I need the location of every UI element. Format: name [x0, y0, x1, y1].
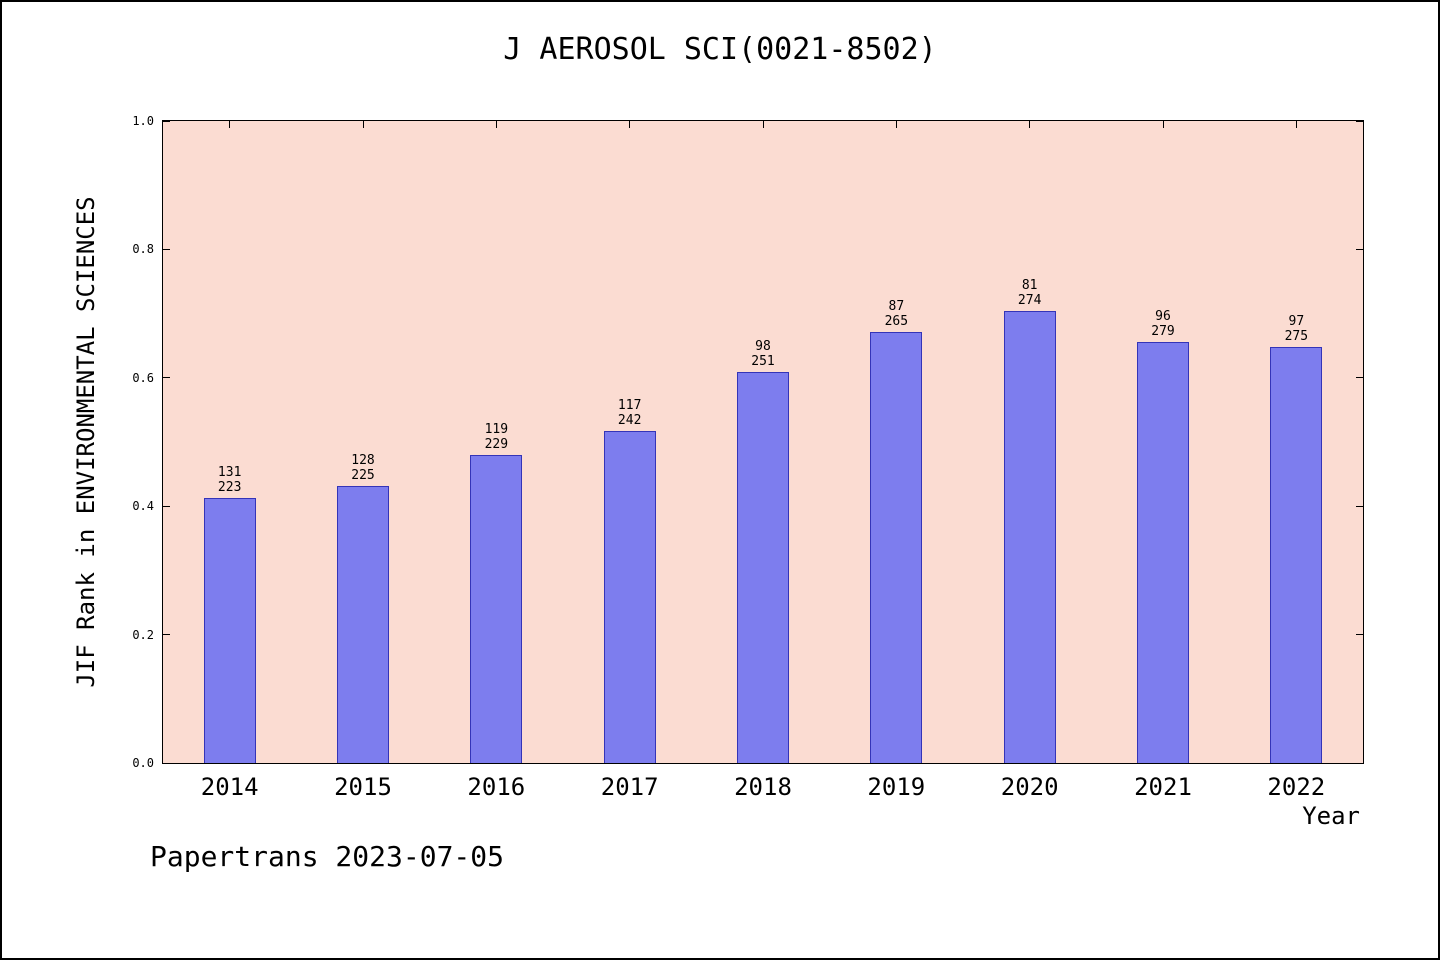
- bar-label: 98 251: [751, 339, 774, 369]
- bar-total-value: 229: [484, 436, 509, 452]
- bar-label: 119 229: [485, 422, 508, 452]
- x-tick-label: 2020: [1000, 773, 1059, 801]
- x-tick-mark: [1295, 121, 1297, 128]
- x-tick-label: 2014: [200, 773, 259, 801]
- bar-total-value: 265: [884, 313, 909, 329]
- x-tick-label: 2019: [867, 773, 926, 801]
- bar-label: 97 275: [1285, 314, 1308, 344]
- x-tick-label: 2016: [467, 773, 526, 801]
- bar-label: 117 242: [618, 398, 641, 428]
- bar-rank-value: 117: [617, 398, 642, 414]
- bar-total-value: 223: [217, 480, 242, 496]
- y-tick-label: 0.0: [132, 756, 154, 770]
- bar-rank-value: 97: [1288, 314, 1305, 330]
- x-tick-mark: [1029, 121, 1031, 128]
- bar-rank-value: 128: [351, 453, 375, 469]
- x-tick-mark: [762, 121, 764, 128]
- y-tick-label: 1.0: [132, 114, 154, 128]
- x-tick-label: 2017: [600, 773, 659, 801]
- y-tick-mark: [163, 762, 170, 764]
- bar-total-value: 251: [751, 353, 775, 369]
- y-tick-mark: [163, 248, 170, 250]
- y-tick-label: 0.6: [132, 370, 154, 385]
- x-tick-label: 2022: [1267, 773, 1326, 801]
- x-tick-mark: [1162, 121, 1164, 128]
- bar-label: 81 274: [1018, 278, 1041, 308]
- bar-label: 128 225: [351, 453, 374, 483]
- y-tick-mark: [1356, 505, 1363, 507]
- bar-2014: [203, 498, 256, 763]
- x-tick-label: 2021: [1134, 773, 1192, 801]
- bar-total-value: 279: [1151, 323, 1175, 339]
- bar-rank-value: 119: [484, 421, 509, 437]
- plot-area: 0.0 0.2 0.4 0.6 0.8 1.0 2014 131 223 2015 128 225 20…: [132, 114, 1364, 801]
- bar-2019: [870, 331, 923, 763]
- x-tick-mark: [629, 121, 631, 128]
- chart-title: J AEROSOL SCI(0021-8502): [503, 32, 937, 67]
- x-tick-mark: [362, 121, 364, 128]
- bar-2021: [1137, 341, 1189, 763]
- bar-rank-value: 87: [888, 298, 905, 314]
- bar-label: 87 265: [885, 299, 908, 329]
- bar-total-value: 242: [617, 413, 642, 429]
- y-axis-label: JIF Rank in ENVIRONMENTAL SCIENCES: [72, 196, 100, 688]
- bar-label: 96 279: [1151, 309, 1174, 339]
- bar-rank-value: 131: [217, 465, 242, 481]
- y-tick-mark: [163, 634, 170, 636]
- bar-total-value: 225: [351, 468, 375, 484]
- bar-2022: [1270, 347, 1323, 763]
- bar-2017: [603, 431, 656, 763]
- bar-2015: [337, 486, 389, 763]
- bar-rank-value: 98: [755, 338, 771, 354]
- x-axis-label: Year: [1302, 802, 1360, 830]
- x-tick-mark: [229, 121, 231, 128]
- bar-2016: [470, 454, 523, 763]
- y-tick-mark: [1356, 120, 1363, 122]
- y-tick-label: 0.2: [132, 627, 154, 642]
- y-tick-mark: [1356, 248, 1363, 250]
- y-tick-mark: [1356, 634, 1363, 636]
- bar-total-value: 274: [1017, 292, 1042, 308]
- bar-total-value: 275: [1284, 329, 1309, 345]
- y-tick-mark: [1356, 762, 1363, 764]
- y-tick-mark: [163, 120, 170, 122]
- x-tick-mark: [495, 121, 497, 128]
- bar-label: 131 223: [218, 465, 241, 495]
- x-tick-mark: [895, 121, 897, 128]
- y-tick-mark: [1356, 377, 1363, 379]
- y-tick-mark: [163, 377, 170, 379]
- bar-2020: [1003, 310, 1056, 763]
- y-tick-label: 0.8: [132, 242, 154, 257]
- x-tick-label: 2015: [334, 773, 392, 801]
- bar-rank-value: 81: [1021, 277, 1038, 293]
- y-tick-label: 0.4: [132, 499, 154, 514]
- bar-rank-value: 96: [1155, 308, 1171, 324]
- x-tick-label: 2018: [734, 773, 792, 801]
- watermark-caption: Papertrans 2023-07-05: [150, 840, 505, 873]
- y-tick-mark: [163, 505, 170, 507]
- bar-2018: [737, 371, 789, 763]
